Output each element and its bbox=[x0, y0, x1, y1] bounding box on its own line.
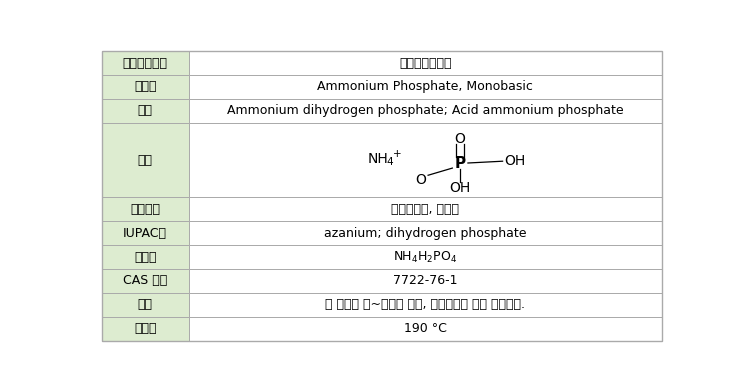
Text: Ammonium dihydrogen phosphate; Acid ammonium phosphate: Ammonium dihydrogen phosphate; Acid ammo… bbox=[227, 104, 624, 118]
Text: Ammonium Phosphate, Monobasic: Ammonium Phosphate, Monobasic bbox=[317, 80, 533, 94]
Text: IUPAC명: IUPAC명 bbox=[123, 227, 167, 239]
Bar bbox=[188, 317, 662, 341]
Bar bbox=[102, 51, 188, 75]
Text: 분자식: 분자식 bbox=[134, 251, 156, 263]
Bar bbox=[102, 123, 188, 197]
Bar bbox=[102, 245, 188, 269]
Text: 제일인산암모늄: 제일인산암모늄 bbox=[399, 57, 451, 69]
Bar bbox=[188, 75, 662, 99]
Text: P: P bbox=[454, 156, 466, 170]
Text: OH: OH bbox=[504, 154, 525, 168]
Bar bbox=[188, 197, 662, 221]
Text: 영문명: 영문명 bbox=[134, 80, 156, 94]
Text: NH$_4$H$_2$PO$_4$: NH$_4$H$_2$PO$_4$ bbox=[393, 249, 457, 265]
Bar bbox=[188, 99, 662, 123]
Text: 식품첨가물명: 식품첨가물명 bbox=[123, 57, 168, 69]
Bar bbox=[102, 293, 188, 317]
Bar bbox=[188, 269, 662, 293]
Bar bbox=[102, 221, 188, 245]
Text: 이 품목은 무~백색의 결정, 결정성분말 또는 과립이다.: 이 품목은 무~백색의 결정, 결정성분말 또는 과립이다. bbox=[326, 298, 525, 312]
Text: O: O bbox=[415, 173, 426, 187]
Text: azanium; dihydrogen phosphate: azanium; dihydrogen phosphate bbox=[324, 227, 527, 239]
Text: O: O bbox=[454, 132, 466, 146]
Text: 주요용도: 주요용도 bbox=[130, 203, 160, 216]
Text: +: + bbox=[393, 149, 402, 159]
Text: OH: OH bbox=[449, 180, 471, 194]
Bar bbox=[188, 51, 662, 75]
Bar bbox=[188, 123, 662, 197]
Text: CAS 번호: CAS 번호 bbox=[123, 274, 168, 288]
Text: 구조: 구조 bbox=[138, 154, 153, 166]
Text: NH: NH bbox=[367, 152, 388, 166]
Text: 녹는점: 녹는점 bbox=[134, 322, 156, 335]
Bar bbox=[188, 245, 662, 269]
Bar bbox=[188, 293, 662, 317]
Bar bbox=[102, 269, 188, 293]
Text: 4: 4 bbox=[386, 158, 393, 167]
Bar bbox=[102, 99, 188, 123]
Text: 이명: 이명 bbox=[138, 104, 153, 118]
Text: 190 °C: 190 °C bbox=[404, 322, 447, 335]
Bar bbox=[102, 317, 188, 341]
Text: 성상: 성상 bbox=[138, 298, 153, 312]
Text: 산도조절제, 팽창제: 산도조절제, 팽창제 bbox=[391, 203, 459, 216]
Bar bbox=[188, 221, 662, 245]
Text: 7722-76-1: 7722-76-1 bbox=[393, 274, 457, 288]
Bar bbox=[102, 75, 188, 99]
Bar bbox=[102, 197, 188, 221]
